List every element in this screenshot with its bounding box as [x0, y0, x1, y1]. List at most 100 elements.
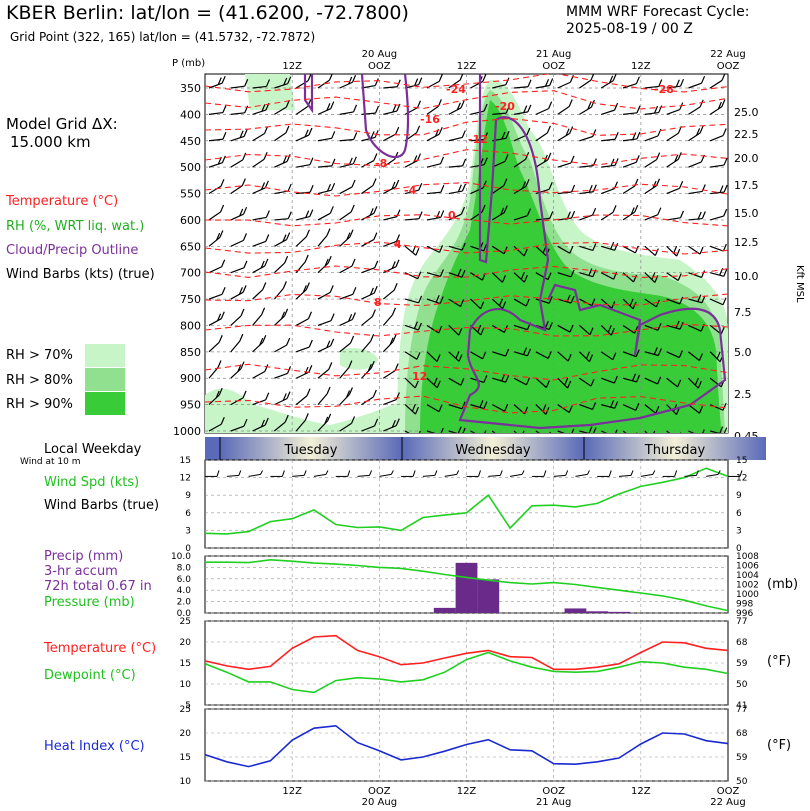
- surface-wind-barb: [684, 474, 697, 477]
- wind-barb-flag: [285, 125, 290, 134]
- rh70-upper: [245, 74, 295, 110]
- wind-barb-flag: [265, 210, 270, 218]
- weekday-thursday: Thursday: [644, 443, 706, 458]
- wind-barb-staff: [404, 298, 419, 304]
- wind-barb-staff: [404, 430, 410, 433]
- wind-barb-flag: [221, 259, 226, 267]
- wind-barb-flag: [220, 311, 225, 319]
- wind-barb-flag: [373, 206, 378, 214]
- precip-bar: [608, 611, 630, 613]
- rh80-label: RH > 80%: [6, 373, 73, 388]
- wind-barb-flag: [374, 78, 379, 86]
- wind-barb-flag: [588, 426, 593, 433]
- wind-barb-staff: [601, 109, 615, 115]
- wind-barb-flag: [548, 101, 553, 109]
- wind-barb-staff: [339, 367, 350, 379]
- legend-wind-barbs: Wind Barbs (kts) (true): [6, 267, 155, 282]
- wind-barb-flag: [741, 400, 744, 407]
- wind-barb-flag: [565, 128, 570, 136]
- wind-barb-flag: [545, 380, 550, 388]
- wind-barb-staff: [448, 325, 460, 336]
- wind-barb-flag: [391, 261, 396, 269]
- surface-wind-barb: [553, 474, 566, 477]
- wind-barb-flag: [264, 417, 269, 426]
- panel-left-tick: 25: [180, 705, 191, 715]
- wind-barb-flag: [547, 272, 552, 280]
- wind-barb-staff: [492, 404, 505, 412]
- wind-barb-staff: [535, 159, 549, 168]
- wind-barb-flag: [395, 234, 401, 242]
- wind-barb-staff: [295, 395, 308, 406]
- wind-barb-staff: [688, 132, 701, 142]
- wind-barb-flag: [651, 272, 656, 280]
- wind-barb-staff: [317, 137, 332, 142]
- surface-wind-barb-flag: [674, 470, 678, 477]
- wind-barb-flag: [570, 269, 575, 278]
- wind-barb-flag: [629, 298, 634, 307]
- wind-barb-flag: [282, 393, 287, 401]
- time-height-section: -24 -28 -20 -16 -12 -8 -4 0 4 8 12 350 400 450 500 550…: [172, 49, 805, 443]
- wind-barb-flag: [525, 298, 530, 307]
- wind-barb-staff: [230, 135, 245, 142]
- wind-barb-staff: [688, 298, 703, 304]
- wind-barb-staff: [557, 105, 570, 115]
- wind-barb-flag: [677, 273, 682, 281]
- wind-barb-flag: [501, 131, 506, 140]
- time-series-panels: 0 3 6 9 12 15 0 3 6 9 12 15 0.02.0 4.06.0 8.010.0 99699…: [171, 456, 759, 787]
- pressure-tick-label: 500: [180, 161, 201, 174]
- wind-barb-staff: [470, 110, 485, 115]
- wind-barb-flag: [416, 352, 421, 360]
- wind-barb-staff: [622, 211, 636, 221]
- wind-barb-staff: [666, 132, 679, 142]
- wind-barb-staff: [644, 85, 659, 89]
- top-time-label: 12Z: [631, 61, 651, 72]
- wind-barb-staff: [274, 106, 287, 115]
- wind-barb-flag: [305, 282, 310, 290]
- wind-barb-staff: [252, 314, 263, 326]
- wind-barb-flag: [723, 184, 728, 193]
- wind-barb-staff: [666, 85, 681, 89]
- wind-barb-flag: [500, 207, 505, 216]
- wind-barb-flag: [417, 271, 422, 279]
- wind-barb-staff: [382, 289, 395, 300]
- wind-barb-staff: [601, 404, 615, 409]
- wind-barb-flag: [588, 185, 593, 193]
- panel-left-tick: 10: [180, 777, 192, 787]
- height-tick-label: 17.5: [734, 179, 759, 192]
- panel-left-tick: 20: [180, 729, 192, 739]
- wind-barb-flag: [265, 392, 270, 401]
- wind-barb-staff: [622, 430, 627, 433]
- wind-barb-flag: [327, 255, 332, 264]
- surface-wind-barb-flag: [478, 470, 481, 477]
- wind-barb-flag: [610, 241, 615, 250]
- wind-barb-staff: [317, 235, 328, 247]
- pressure-tick-label: 700: [180, 267, 201, 280]
- surface-wind-barb: [422, 474, 435, 477]
- wind-barb-flag: [716, 351, 721, 360]
- wind-barb-flag: [701, 211, 706, 219]
- legend-temperature: Temperature (°C): [6, 194, 119, 209]
- wind-barb-flag: [589, 327, 594, 335]
- panel-right-tick: 6: [736, 509, 742, 519]
- wind-barb-staff: [687, 377, 699, 389]
- wind-barb-staff: [709, 79, 723, 89]
- wind-barb-staff: [688, 106, 701, 115]
- wind-barb-staff: [709, 351, 721, 363]
- pressure-tick-label: 350: [180, 82, 201, 95]
- panel-left-tick: 0.0: [177, 609, 192, 619]
- wind-barb-staff: [383, 370, 396, 379]
- wind-barb-flag: [414, 78, 419, 86]
- height-tick-label: 15.0: [734, 207, 759, 220]
- wind-barb-staff: [491, 324, 505, 333]
- wind-barb-staff: [274, 190, 289, 195]
- wind-barb-flag: [612, 205, 617, 213]
- wind-barb-flag: [218, 387, 223, 396]
- wind-barb-flag: [261, 307, 266, 315]
- wind-barb-flag: [655, 299, 660, 308]
- surface-wind-barb: [706, 473, 719, 477]
- wind-barb-flag: [217, 77, 222, 85]
- wind-barb-flag: [521, 181, 527, 189]
- wind-barb-staff: [317, 262, 329, 274]
- top-time-label: 12Z: [282, 61, 302, 72]
- wind-barb-staff: [426, 430, 436, 433]
